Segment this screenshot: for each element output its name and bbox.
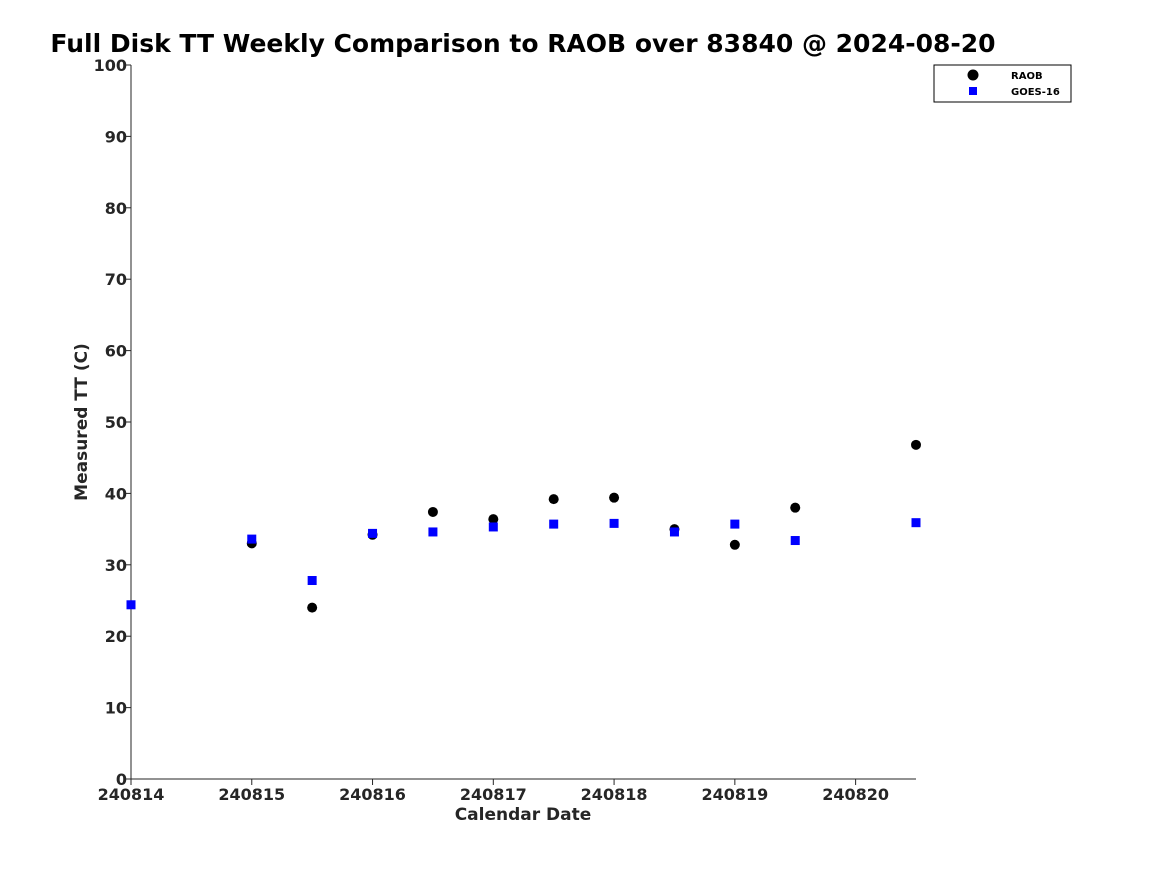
- legend-box: [933, 64, 1072, 103]
- x-tick-label: 240818: [581, 785, 648, 804]
- data-point: [790, 502, 801, 513]
- data-point: [609, 518, 619, 528]
- x-tick-label: 240816: [339, 785, 406, 804]
- data-point: [247, 534, 257, 544]
- y-tick-label: 60: [105, 342, 127, 361]
- y-tick-label: 90: [105, 127, 127, 146]
- y-tick-label: 10: [105, 699, 127, 718]
- legend: RAOB GOES-16: [933, 64, 1072, 103]
- y-tick-label: 100: [94, 56, 127, 75]
- data-point: [729, 539, 740, 550]
- data-point: [307, 576, 317, 586]
- data-point: [730, 519, 740, 529]
- y-axis: 0 10 20 30 40 50 60 70 80 90 100: [94, 56, 132, 789]
- data-point: [126, 600, 136, 610]
- x-tick-label: 240815: [218, 785, 285, 804]
- legend-marker: [967, 69, 979, 81]
- data-point: [488, 522, 498, 532]
- x-axis: 240814 240815 240816 240817 240818 240819 2408…: [98, 778, 916, 804]
- y-tick-label: 30: [105, 556, 127, 575]
- y-tick-label: 40: [105, 484, 127, 503]
- chart-title: Full Disk TT Weekly Comparison to RAOB o…: [50, 29, 995, 58]
- legend-marker: [969, 87, 977, 95]
- legend-label: RAOB: [1011, 71, 1043, 82]
- data-point: [609, 492, 620, 503]
- data-point: [669, 527, 679, 537]
- x-tick-label: 240819: [701, 785, 768, 804]
- series-raob: [246, 439, 921, 613]
- x-tick-label: 240817: [460, 785, 527, 804]
- legend-label: GOES-16: [1011, 87, 1060, 98]
- series-goes-16: [126, 518, 921, 610]
- y-tick-label: 50: [105, 413, 127, 432]
- legend-entry: GOES-16: [969, 87, 1060, 98]
- data-point: [428, 527, 438, 537]
- data-point: [548, 494, 559, 505]
- y-tick-label: 0: [116, 770, 127, 789]
- data-point: [307, 602, 318, 613]
- data-point: [911, 439, 921, 450]
- data-markers: [126, 439, 921, 613]
- x-tick-label: 240820: [822, 785, 889, 804]
- x-tick-label: 240814: [98, 785, 165, 804]
- data-point: [427, 506, 438, 517]
- y-tick-label: 70: [105, 270, 127, 289]
- data-point: [488, 514, 499, 525]
- data-point: [911, 518, 921, 528]
- data-point: [790, 536, 800, 546]
- x-axis-label: Calendar Date: [455, 805, 592, 825]
- legend-entry: RAOB: [967, 69, 1043, 82]
- y-axis-label: Measured TT (C): [72, 343, 92, 501]
- y-tick-label: 20: [105, 627, 127, 646]
- data-point: [549, 519, 559, 529]
- data-point: [368, 528, 378, 538]
- y-tick-label: 80: [105, 199, 127, 218]
